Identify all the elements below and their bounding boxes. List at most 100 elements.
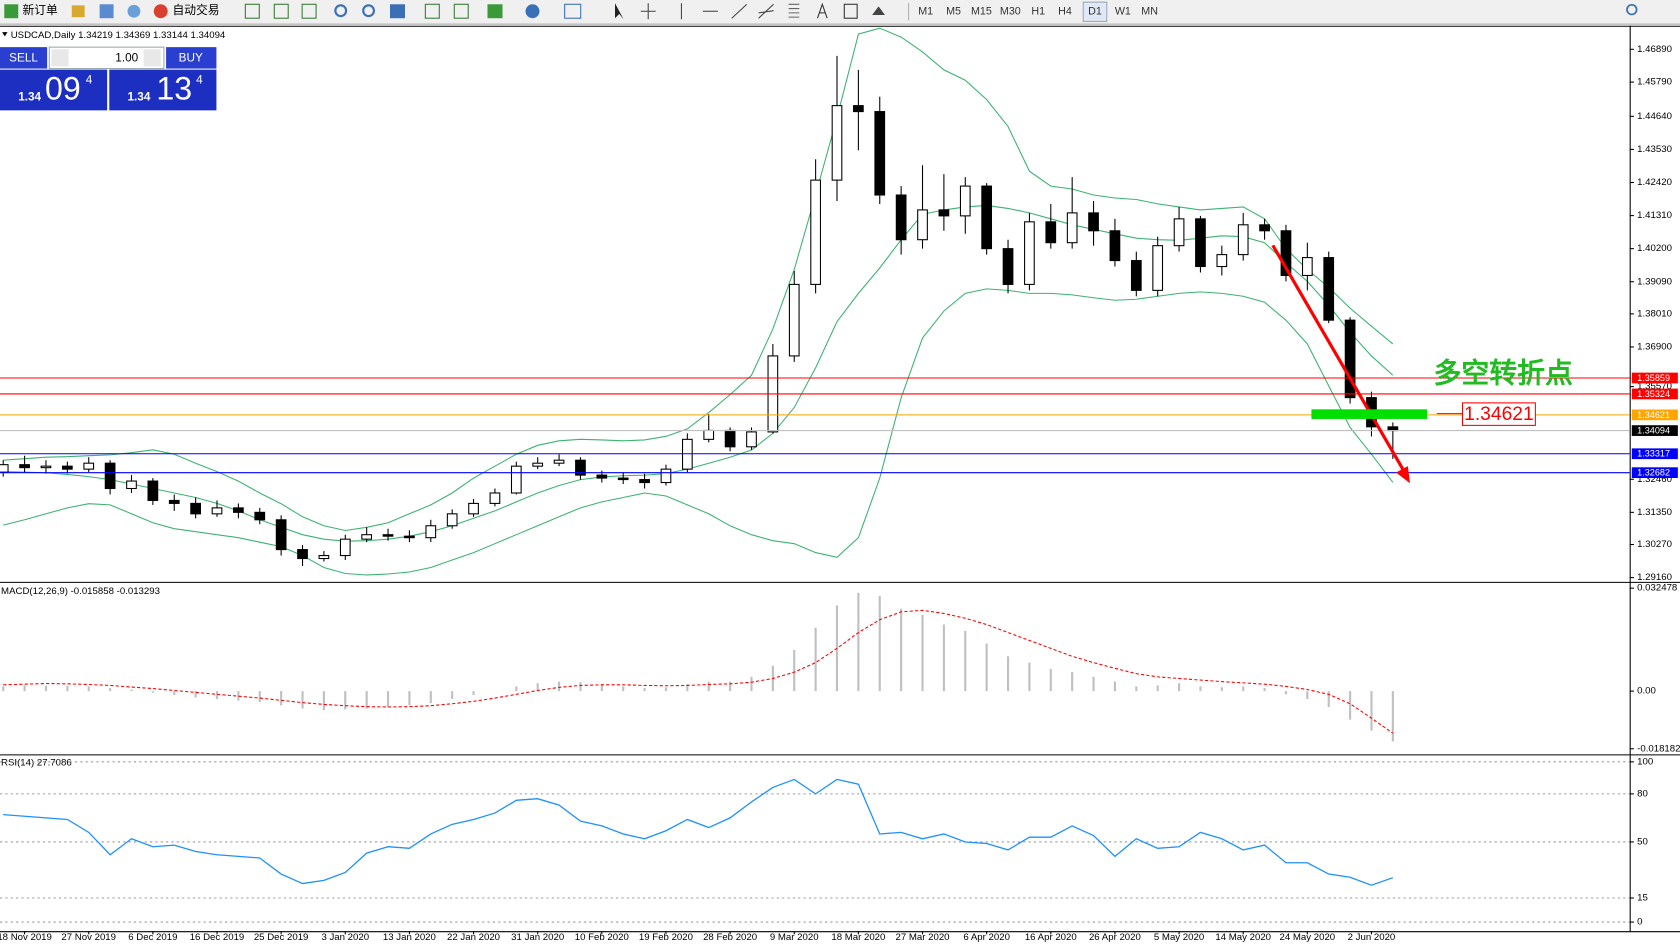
buy-price-box[interactable] [109, 69, 217, 111]
auto-trading-icon[interactable] [153, 4, 168, 19]
candle-body [1066, 212, 1078, 244]
buy-price-point: 4 [196, 73, 203, 86]
toolbar-icon[interactable] [99, 4, 114, 19]
x-tick-label: 9 Mar 2020 [770, 932, 819, 943]
x-tick-label: 19 Feb 2020 [639, 932, 693, 943]
candle-body [211, 507, 223, 515]
y-tick-label: 100 [1637, 756, 1653, 767]
candle-body [853, 105, 864, 113]
lots-value[interactable]: 1.00 [115, 52, 138, 65]
chart-candle-icon[interactable] [273, 3, 289, 19]
y-tick-label: 1.35570 [1637, 381, 1672, 392]
x-tick-label: 2 Jun 2020 [1348, 932, 1396, 943]
crosshair-icon[interactable] [640, 3, 656, 20]
candle-body [1344, 319, 1356, 399]
x-tick-label: 16 Dec 2019 [190, 932, 245, 943]
channel-icon[interactable] [758, 3, 774, 19]
support-zone [1311, 409, 1428, 419]
x-tick-label: 18 Mar 2020 [831, 932, 885, 943]
candle-body [596, 474, 608, 479]
new-order-icon[interactable] [4, 4, 19, 19]
buy-button[interactable] [166, 47, 217, 69]
new-order-button[interactable]: 新订单 [23, 3, 59, 17]
trendline-icon[interactable] [731, 3, 748, 19]
price-level-label: 1.33317 [1637, 449, 1670, 459]
y-tick-label: 1.31350 [1637, 507, 1672, 518]
sell-price-box[interactable] [0, 69, 108, 111]
cursor-icon[interactable] [615, 3, 624, 20]
period-button[interactable]: M30 [1000, 6, 1021, 18]
candle-body [575, 459, 586, 476]
tile-icon[interactable] [390, 4, 405, 19]
sell-button[interactable] [0, 47, 48, 69]
panel-title: RSI(14) 27.7086 [1, 757, 72, 768]
zoom-in-icon[interactable] [334, 4, 348, 18]
candle-body [510, 465, 522, 494]
period-button[interactable]: MN [1141, 6, 1158, 18]
period-button[interactable]: H4 [1058, 6, 1072, 18]
candle-body [788, 283, 800, 357]
x-tick-label: 18 Nov 2019 [0, 932, 52, 943]
lots-input[interactable] [48, 46, 165, 70]
periods-icon[interactable] [525, 4, 540, 19]
sell-price-pips: 09 [45, 71, 81, 107]
candle-body [660, 468, 672, 484]
indicators-icon[interactable] [487, 4, 503, 19]
sell-label[interactable]: SELL [9, 52, 38, 65]
lots-up[interactable] [143, 49, 161, 67]
period-button[interactable]: H1 [1031, 6, 1045, 18]
buy-label[interactable]: BUY [179, 52, 203, 65]
period-button[interactable]: M1 [918, 6, 933, 18]
candle-body [233, 507, 244, 513]
candle-body [1130, 260, 1142, 291]
period-button[interactable]: W1 [1115, 6, 1131, 18]
candle-body [318, 555, 330, 560]
toolbar-icons [244, 2, 885, 20]
arrows-icon[interactable] [872, 6, 885, 16]
lots-down[interactable] [51, 49, 69, 67]
label-icon[interactable] [843, 3, 858, 19]
candle-body [874, 111, 886, 196]
text-icon[interactable] [816, 2, 828, 19]
candle-body [1045, 221, 1057, 244]
zoom-out-icon[interactable] [362, 4, 375, 18]
y-tick-label: 0.00 [1637, 686, 1656, 697]
x-tick-label: 31 Jan 2020 [511, 932, 564, 943]
candle-body [1152, 245, 1164, 291]
search-icon[interactable] [1626, 3, 1638, 16]
templates-icon[interactable] [564, 3, 582, 19]
auto-trading-button[interactable]: 自动交易 [173, 3, 220, 17]
macd-signal [3, 609, 1394, 734]
toolbar-icon[interactable] [127, 4, 141, 18]
y-tick-label: 1.32460 [1637, 474, 1672, 485]
candle-body [147, 480, 159, 501]
x-tick-label: 6 Apr 2020 [963, 932, 1010, 943]
sell-price-point: 4 [86, 73, 93, 86]
candle-body [1024, 221, 1035, 285]
y-tick-label: 1.42420 [1637, 177, 1672, 188]
toolbar-icon[interactable] [71, 5, 85, 18]
period-button[interactable]: D1 [1088, 6, 1102, 18]
price-level-box [1631, 409, 1678, 421]
candle-body [810, 179, 821, 285]
chart-line-icon[interactable] [301, 3, 317, 19]
toolbar [0, 0, 1680, 24]
candle-body [703, 429, 715, 440]
price-level-box [1631, 467, 1678, 479]
shift-icon[interactable] [453, 3, 469, 19]
period-button[interactable]: M15 [971, 6, 992, 18]
candle-body [190, 502, 201, 515]
candle-body [981, 185, 993, 250]
fibo-icon[interactable] [788, 3, 800, 18]
x-tick-label: 24 May 2020 [1280, 932, 1336, 943]
candle-body [1387, 426, 1399, 432]
scroll-icon[interactable] [424, 3, 440, 19]
price-level-label: 1.35859 [1637, 373, 1670, 383]
candle-body [297, 549, 308, 560]
price-level-label: 1.32682 [1637, 468, 1670, 478]
candle-body [404, 535, 415, 539]
period-button[interactable]: M5 [946, 6, 961, 18]
chart-bar-icon[interactable] [244, 3, 260, 19]
x-tick-label: 6 Dec 2019 [128, 932, 177, 943]
